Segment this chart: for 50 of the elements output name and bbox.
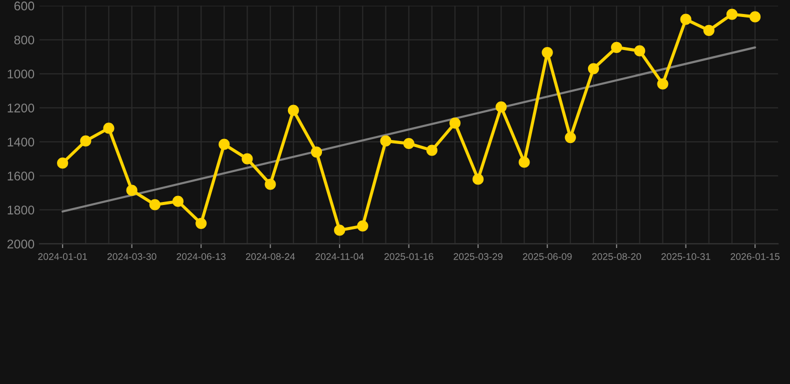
y-tick-label: 1400 [8,138,34,146]
point [703,24,714,36]
x-tick-label: 2025-03-29 [454,253,502,260]
point [542,46,553,58]
y-tick-label: 800 [14,36,34,44]
point [680,14,692,25]
y-tick-label: 1000 [8,70,34,78]
point [310,146,322,158]
y-tick-label: 600 [14,2,34,10]
point [449,118,461,129]
point [80,135,92,147]
point [403,138,414,150]
point [518,156,530,168]
point [103,122,114,134]
x-tick-label: 2024-01-01 [38,253,87,260]
point [634,45,646,56]
point [196,218,207,229]
point [264,178,276,190]
point [218,138,230,150]
point [126,184,138,196]
x-tick-label: 2024-11-04 [316,253,364,260]
x-tick-label: 2024-03-30 [107,253,156,260]
y-tick-label: 1200 [8,104,34,112]
x-tick-label: 2025-06-09 [522,253,572,260]
y-tick-label: 1600 [8,172,34,180]
point [380,135,392,147]
point [496,101,507,112]
point [472,174,484,185]
x-tick-label: 2024-08-24 [246,253,295,260]
point [611,42,622,53]
y-tick-label: 1800 [8,206,34,214]
point [726,8,738,20]
x-tick-label: 2024-06-13 [176,253,226,260]
point [426,144,438,156]
x-tick-label: 2025-08-20 [592,253,642,260]
x-tick-label: 2026-01-15 [730,253,780,260]
point [172,196,184,207]
point [588,63,600,74]
point [357,220,368,232]
y-tick-label: 2000 [7,240,34,248]
point [750,11,761,22]
point [149,199,160,210]
point [564,132,576,144]
x-tick-label: 2025-01-16 [384,253,434,260]
x-tick-label: 2025-10-31 [661,253,710,260]
point [242,153,253,164]
point [57,158,68,169]
point [288,104,299,116]
point [334,224,346,236]
point [657,78,668,90]
